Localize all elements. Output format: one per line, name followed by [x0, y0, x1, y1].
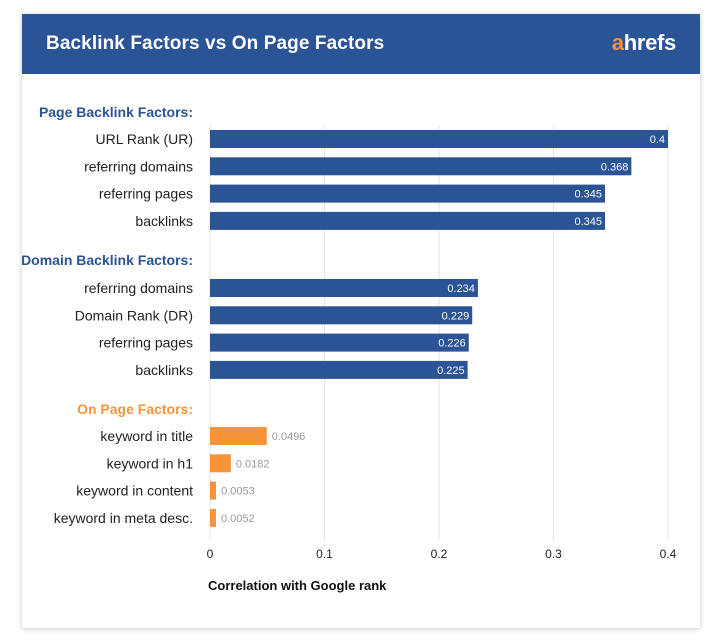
bar-label: URL Rank (UR) — [96, 131, 194, 147]
data-label: 0.234 — [447, 283, 475, 295]
section-header: On Page Factors: — [77, 401, 193, 417]
bar — [210, 427, 267, 445]
x-tick-label: 0.2 — [431, 547, 448, 561]
bar-label: Domain Rank (DR) — [75, 307, 193, 323]
data-label: 0.345 — [574, 189, 602, 201]
bar-label: keyword in meta desc. — [54, 510, 193, 526]
bar — [210, 333, 469, 352]
bar-label: keyword in title — [100, 428, 193, 444]
bar — [210, 279, 478, 297]
data-label: 0.0182 — [236, 458, 270, 470]
data-label: 0.0052 — [221, 513, 255, 525]
logo-rest: hrefs — [623, 30, 677, 55]
bar-label: referring pages — [99, 335, 193, 351]
bar-label: backlinks — [135, 213, 193, 229]
data-label: 0.0053 — [221, 486, 255, 498]
x-tick-label: 0.4 — [660, 547, 677, 561]
data-label: 0.4 — [650, 134, 665, 146]
bar — [210, 130, 668, 148]
bar — [210, 360, 468, 379]
section-header: Domain Backlink Factors: — [21, 252, 193, 268]
bar-label: keyword in content — [76, 483, 193, 499]
bar — [210, 157, 632, 176]
data-label: 0.229 — [442, 310, 470, 322]
data-label: 0.0496 — [272, 431, 306, 443]
bar — [210, 454, 231, 473]
bar-label: referring pages — [99, 186, 193, 202]
labels: Page Backlink Factors: URL Rank (UR) 0.4 re… — [21, 104, 665, 526]
bar-label: keyword in h1 — [107, 455, 194, 471]
chart-title: Backlink Factors vs On Page Factors — [46, 33, 385, 54]
x-tick-label: 0.1 — [316, 547, 333, 561]
data-label: 0.225 — [437, 365, 465, 377]
ahrefs-logo: ahrefs — [611, 30, 677, 56]
x-tick-label: 0.3 — [545, 547, 562, 561]
bars — [210, 130, 668, 527]
logo-accent: a — [611, 30, 624, 55]
x-tick-label: 0 — [207, 547, 214, 561]
section-header: Page Backlink Factors: — [39, 104, 193, 120]
bar-label: backlinks — [135, 362, 193, 378]
chart-header: Backlink Factors vs On Page Factors ahre… — [22, 14, 700, 74]
chart-card: Backlink Factors vs On Page Factors ahre… — [22, 14, 700, 628]
bar — [210, 306, 473, 325]
bar — [210, 184, 606, 203]
x-axis: 0 0.1 0.2 0.3 0.4 Correlation with Google ran… — [207, 547, 677, 593]
data-label: 0.368 — [601, 161, 629, 173]
data-label: 0.345 — [574, 216, 602, 228]
bar — [210, 508, 216, 527]
bar-label: referring domains — [84, 280, 193, 296]
x-axis-label: Correlation with Google rank — [208, 578, 387, 593]
data-label: 0.226 — [438, 338, 466, 350]
bar — [210, 211, 606, 230]
bar — [210, 481, 217, 500]
bar-label: referring domains — [84, 158, 193, 174]
